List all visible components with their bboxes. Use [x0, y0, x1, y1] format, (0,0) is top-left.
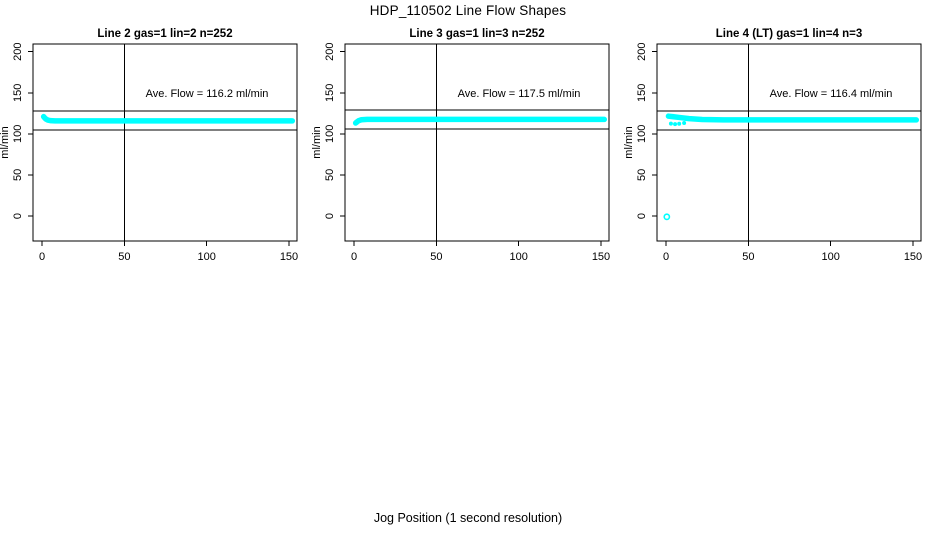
y-tick-label: 200 [324, 43, 336, 61]
flow-data-point [682, 121, 687, 126]
flow-data-point [677, 121, 682, 126]
y-tick-label: 150 [324, 84, 336, 102]
y-tick-label: 0 [636, 213, 648, 219]
y-tick-label: 50 [324, 169, 336, 181]
y-tick-label: 50 [636, 169, 648, 181]
plot-box [344, 43, 610, 242]
flow-outlier-point [663, 213, 671, 221]
x-tick-label: 50 [430, 251, 442, 263]
flow-data-point [673, 122, 678, 127]
y-tick-label: 0 [324, 213, 336, 219]
figure-title: HDP_110502 Line Flow Shapes [369, 3, 567, 18]
y-tick-label: 100 [12, 125, 24, 143]
y-tick-label: 50 [12, 169, 24, 181]
flow-data-band [665, 113, 920, 123]
x-tick-label: 0 [351, 251, 357, 263]
x-tick-label: 100 [509, 251, 527, 263]
y-tick-label: 100 [324, 125, 336, 143]
x-tick-label: 50 [118, 251, 130, 263]
y-tick-label: 150 [12, 84, 24, 102]
panel-title: Line 4 (LT) gas=1 lin=4 n=3 [716, 28, 862, 40]
x-tick-label: 100 [821, 251, 839, 263]
panel-title: Line 3 gas=1 lin=3 n=252 [409, 28, 544, 40]
flow-data-band [40, 113, 296, 124]
chart-panel-line-3: 0 50 100 150 0 50 100 150 200 ml/min Line 3 gas=1 … [312, 28, 610, 263]
x-tick-label: 50 [742, 251, 754, 263]
shared-x-axis-title: Jog Position (1 second resolution) [373, 511, 563, 525]
chart-panel-line-4: 0 50 100 150 0 50 100 150 200 ml/min Line 4 (LT) g… [624, 28, 922, 263]
ave-flow-annotation: Ave. Flow = 116.4 ml/min [770, 88, 893, 100]
plot-box [656, 43, 922, 242]
y-axis-title: ml/min [624, 126, 635, 158]
x-tick-label: 150 [280, 251, 298, 263]
x-tick-label: 150 [904, 251, 922, 263]
x-tick-label: 0 [39, 251, 45, 263]
y-tick-label: 0 [12, 213, 24, 219]
plot-box [32, 43, 298, 242]
x-tick-label: 150 [592, 251, 610, 263]
y-axis-title: ml/min [0, 126, 11, 158]
ave-flow-annotation: Ave. Flow = 116.2 ml/min [146, 88, 269, 100]
chart-panel-line-2: 0 50 100 150 0 50 100 150 200 ml/min Line 2 gas=1 … [0, 28, 298, 263]
x-tick-label: 0 [663, 251, 669, 263]
y-tick-label: 200 [636, 43, 648, 61]
ave-flow-annotation: Ave. Flow = 117.5 ml/min [458, 88, 581, 100]
y-tick-label: 200 [12, 43, 24, 61]
y-tick-label: 150 [636, 84, 648, 102]
x-tick-label: 100 [197, 251, 215, 263]
y-axis-title: ml/min [312, 126, 323, 158]
flow-data-band [352, 116, 608, 126]
flow-data-point [668, 121, 673, 126]
panel-title: Line 2 gas=1 lin=2 n=252 [97, 28, 232, 40]
y-tick-label: 100 [636, 125, 648, 143]
